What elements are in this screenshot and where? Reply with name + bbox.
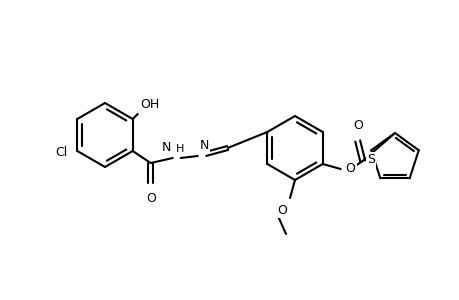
Text: N: N: [161, 141, 170, 154]
Text: Cl: Cl: [55, 146, 67, 160]
Text: S: S: [366, 153, 375, 166]
Text: H: H: [175, 144, 184, 154]
Text: O: O: [146, 192, 155, 205]
Text: O: O: [276, 204, 286, 217]
Text: OH: OH: [140, 98, 160, 111]
Text: O: O: [345, 163, 355, 176]
Text: N: N: [199, 139, 209, 152]
Text: O: O: [352, 119, 362, 132]
